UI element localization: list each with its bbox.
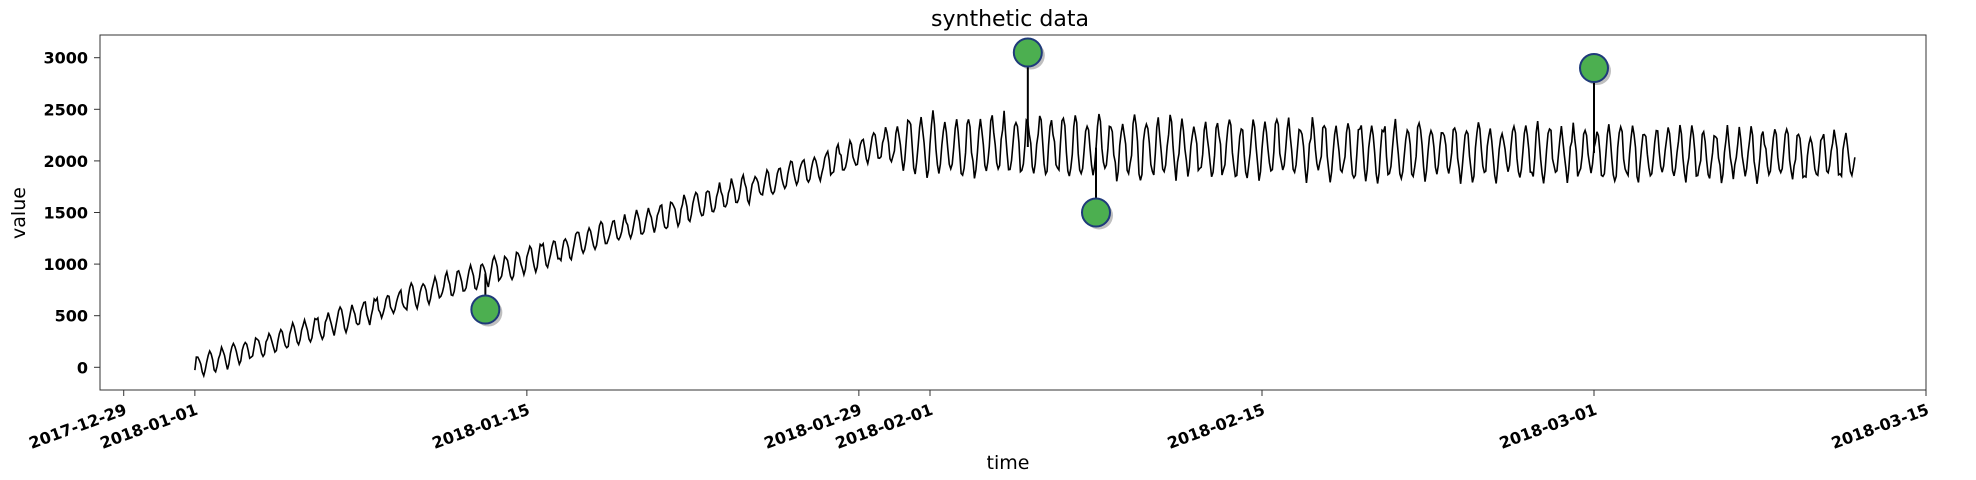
y-tick-label: 3000	[43, 49, 88, 68]
y-tick-label: 1000	[43, 255, 88, 274]
x-tick-label: 2018-03-15	[1829, 400, 1932, 453]
y-tick-label: 2000	[43, 152, 88, 171]
anomaly-point	[470, 294, 501, 325]
y-tick-label: 500	[55, 307, 88, 326]
y-tick-label: 1500	[43, 204, 88, 223]
y-tick-label: 0	[77, 358, 88, 377]
series-layer	[194, 110, 1856, 379]
series-line	[194, 110, 1856, 379]
x-tick-label: 2018-01-15	[430, 400, 533, 453]
anomaly-layer	[470, 37, 1611, 327]
plot-area	[99, 34, 1927, 391]
anomaly-point	[1579, 53, 1609, 84]
anomaly-point	[1081, 197, 1111, 228]
y-axis: 0 500 1000 1500 2000 2500 3000	[43, 49, 100, 377]
anomaly-point	[1012, 37, 1043, 68]
x-tick-label: 2018-03-01	[1497, 400, 1600, 453]
x-axis-label: time	[987, 452, 1030, 474]
x-tick-label: 2018-02-15	[1165, 400, 1268, 453]
y-axis-label: value	[8, 187, 30, 239]
chart-title: synthetic data	[931, 7, 1089, 32]
y-tick-label: 2500	[43, 100, 88, 119]
